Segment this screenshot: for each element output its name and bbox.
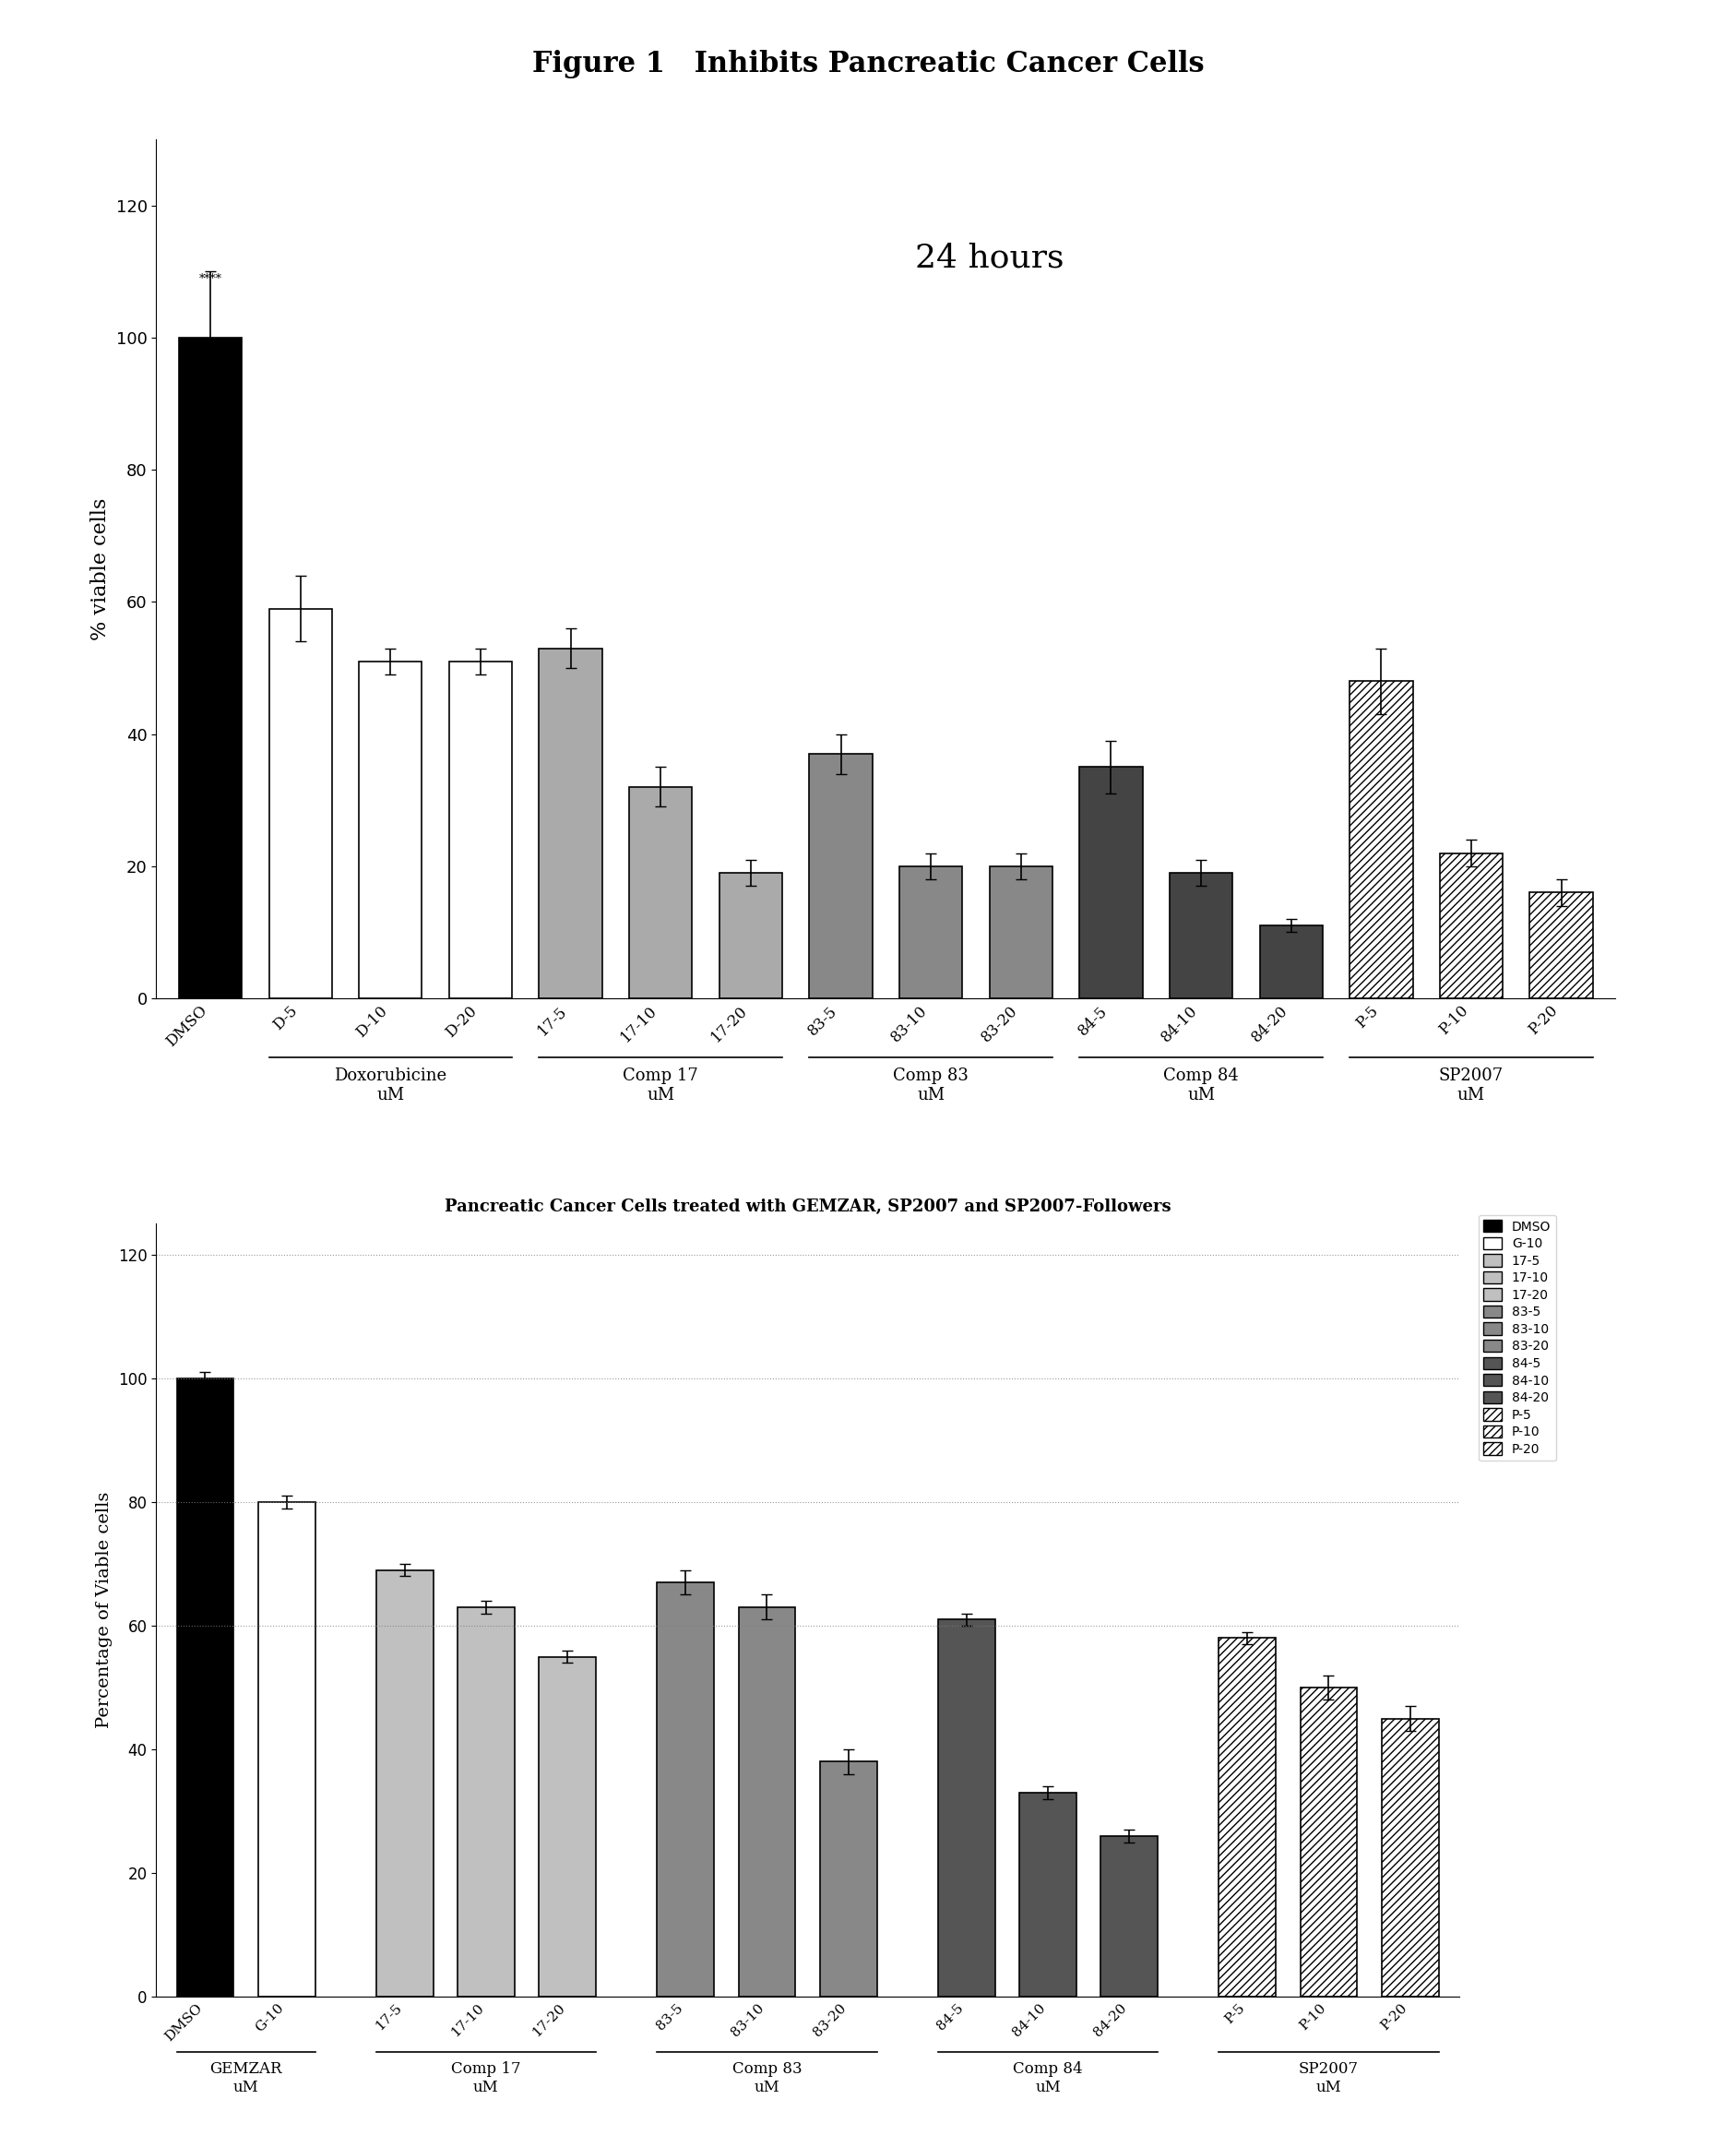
Bar: [1019, 1793, 1076, 1997]
Bar: [1078, 766, 1142, 998]
Bar: [937, 1619, 995, 1997]
Text: Doxorubicine
uM: Doxorubicine uM: [333, 1067, 446, 1104]
Bar: [899, 865, 962, 998]
Bar: [457, 1608, 514, 1997]
Bar: [450, 661, 512, 998]
Bar: [359, 661, 422, 998]
Bar: [538, 1657, 595, 1997]
Bar: [269, 608, 332, 998]
Y-axis label: % viable cells: % viable cells: [90, 498, 111, 640]
Bar: [1380, 1718, 1437, 1997]
Legend: DMSO, G-10, 17-5, 17-10, 17-20, 83-5, 83-10, 83-20, 84-5, 84-10, 84-20, P-5, P-1: DMSO, G-10, 17-5, 17-10, 17-20, 83-5, 83…: [1477, 1215, 1555, 1460]
Bar: [1349, 681, 1411, 998]
Y-axis label: Percentage of Viable cells: Percentage of Viable cells: [95, 1492, 113, 1728]
Text: Comp 84
uM: Comp 84 uM: [1012, 2061, 1082, 2095]
Bar: [1101, 1836, 1158, 1997]
Bar: [1168, 874, 1233, 998]
Text: Comp 17
uM: Comp 17 uM: [451, 2061, 521, 2095]
Bar: [628, 788, 693, 998]
Bar: [538, 648, 602, 998]
Bar: [259, 1503, 314, 1997]
Text: Comp 83
uM: Comp 83 uM: [731, 2061, 802, 2095]
Bar: [819, 1763, 877, 1997]
Text: SP2007
uM: SP2007 uM: [1299, 2061, 1358, 2095]
Text: 24 hours: 24 hours: [915, 243, 1064, 275]
Text: Figure 1   Inhibits Pancreatic Cancer Cells: Figure 1 Inhibits Pancreatic Cancer Cell…: [533, 49, 1203, 77]
Text: GEMZAR
uM: GEMZAR uM: [210, 2061, 281, 2095]
Bar: [1219, 1638, 1276, 1997]
Bar: [990, 865, 1052, 998]
Text: Comp 83
uM: Comp 83 uM: [892, 1067, 969, 1104]
Bar: [656, 1582, 713, 1997]
Bar: [738, 1608, 795, 1997]
Text: Comp 84
uM: Comp 84 uM: [1163, 1067, 1238, 1104]
Bar: [719, 874, 781, 998]
Bar: [1439, 852, 1502, 998]
Bar: [1300, 1688, 1356, 1997]
Bar: [179, 337, 241, 998]
Bar: [177, 1378, 234, 1997]
Bar: [1529, 893, 1592, 998]
Title: Pancreatic Cancer Cells treated with GEMZAR, SP2007 and SP2007-Followers: Pancreatic Cancer Cells treated with GEM…: [444, 1198, 1170, 1215]
Bar: [809, 754, 871, 998]
Bar: [1259, 925, 1321, 998]
Text: ****: ****: [198, 273, 222, 286]
Text: SP2007
uM: SP2007 uM: [1437, 1067, 1503, 1104]
Text: Comp 17
uM: Comp 17 uM: [623, 1067, 698, 1104]
Bar: [377, 1569, 432, 1997]
